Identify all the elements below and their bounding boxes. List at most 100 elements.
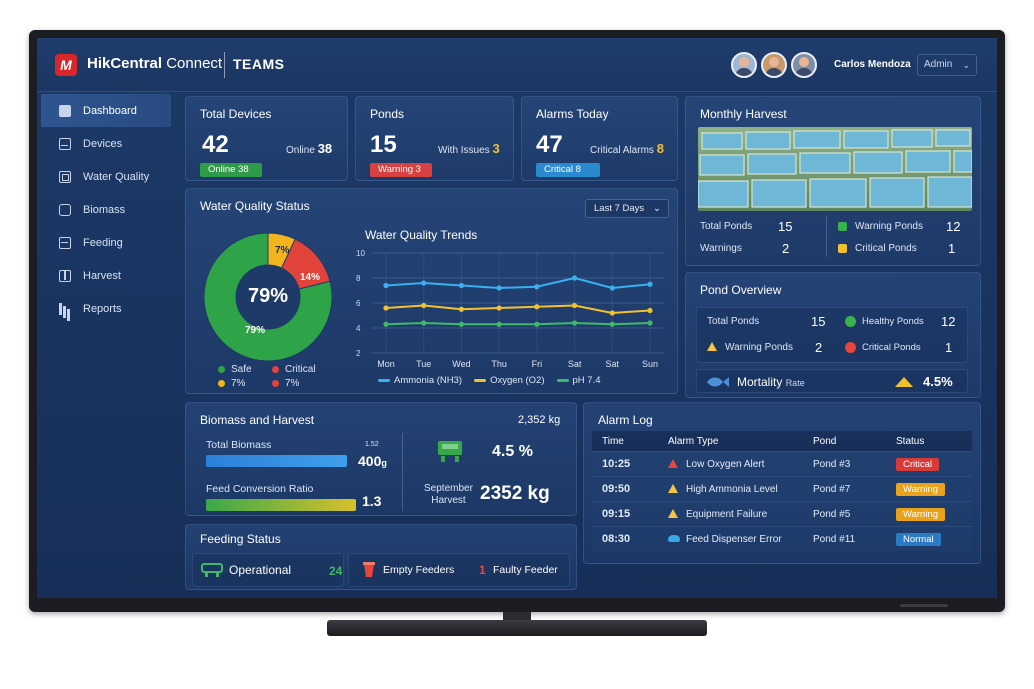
water-quality-donut [203, 232, 333, 362]
sidebar-item-water-quality[interactable]: Water Quality [41, 160, 171, 193]
sidebar-item-biomass[interactable]: Biomass [41, 193, 171, 226]
donut-label-warning: 7% [275, 245, 290, 256]
series-point [383, 321, 389, 327]
table-row[interactable]: 09:50 High Ammonia Level Pond #7 Warning [592, 476, 972, 501]
table-row[interactable]: 08:30 Feed Dispenser Error Pond #11 Norm… [592, 526, 972, 551]
mortality-panel: Mortality Rate 4.5% [696, 369, 968, 393]
y-tick-label: 6 [356, 299, 361, 308]
column-header[interactable]: Time [602, 435, 624, 447]
critical-ponds-label: Critical Ponds [838, 243, 917, 254]
donut-label-safe: 79% [245, 325, 266, 336]
series-point [647, 320, 653, 326]
online-stat: Online 38 [286, 141, 333, 156]
legend-item: 7% [272, 378, 299, 389]
operational-panel: Operational 24 [192, 553, 344, 587]
water-quality-card: Water Quality Status Last 7 Days ⌄ 79% 7… [185, 188, 678, 394]
series-point [421, 302, 427, 309]
legend-item: pH 7.4 [556, 375, 601, 386]
sidebar-item-label: Water Quality [83, 170, 150, 183]
ponds-value: 15 [370, 131, 397, 158]
series-line-1 [385, 276, 651, 290]
alarm-pond: Pond #7 [813, 483, 851, 495]
column-header[interactable]: Alarm Type [668, 435, 719, 447]
status-badge: Warning [896, 507, 946, 521]
card-title: Feeding Status [200, 532, 281, 546]
total-ponds-value: 15 [778, 219, 793, 234]
series-line-2 [385, 304, 651, 315]
legend-item: Ammonia (NH3) [378, 375, 462, 386]
table-header: Time Alarm Type Pond Status [592, 431, 972, 451]
operational-count: 24 [329, 564, 343, 578]
empty-feeder-icon [363, 562, 375, 577]
warning-ponds-label: Warning Ponds [707, 342, 793, 353]
ponds-card[interactable]: Ponds 15 With Issues 3 Warning 3 [355, 96, 514, 181]
alarm-pond: Pond #3 [813, 458, 851, 470]
series-point [496, 305, 502, 311]
alert-circle-icon [845, 342, 856, 353]
harvest-icon [59, 269, 71, 282]
x-tick-label: Sat [568, 359, 582, 369]
alarm-time: 09:15 [602, 508, 631, 520]
healthy-ponds-value: 12 [941, 314, 956, 329]
x-tick-label: Sat [606, 359, 620, 369]
series-point [496, 321, 502, 327]
column-header[interactable]: Status [896, 435, 925, 447]
sidebar-item-dashboard[interactable]: Dashboard [41, 94, 171, 127]
column-header[interactable]: Pond [813, 435, 837, 447]
critical-ponds-value: 1 [948, 241, 956, 256]
monthly-harvest-card: Monthly Harvest Total Ponds 15 Warnings … [685, 96, 981, 266]
x-tick-label: Thu [491, 359, 507, 369]
date-range-select[interactable]: Last 7 Days ⌄ [585, 199, 669, 218]
sidebar-item-label: Devices [83, 137, 123, 150]
y-tick-label: 2 [356, 349, 361, 358]
card-title: Total Devices [200, 107, 272, 121]
table-row[interactable]: 09:15 Equipment Failure Pond #5 Warning [592, 501, 972, 526]
growth-rate: 4.5 % [492, 443, 533, 460]
trend-up-icon [895, 377, 913, 387]
faulty-feeder-count: 1 [479, 563, 486, 577]
alarm-time: 10:25 [602, 458, 631, 470]
faulty-feeder-label: Faulty Feeder [493, 564, 558, 576]
series-point [458, 306, 465, 312]
series-point [571, 320, 578, 326]
warning-icon [707, 342, 717, 351]
alarm-log-card: Alarm Log Time Alarm Type Pond Status 10… [583, 402, 981, 564]
feeder-issues-panel: Empty Feeders 1 Faulty Feeder [348, 553, 570, 587]
series-point [383, 282, 389, 289]
series-point [571, 275, 578, 281]
mortality-value: 4.5% [923, 374, 953, 389]
alarms-today-card[interactable]: Alarms Today 47 Critical Alarms 8 Critic… [521, 96, 678, 181]
series-point [496, 285, 502, 291]
card-title: Ponds [370, 107, 405, 121]
app-logo[interactable]: M [55, 54, 77, 76]
biomass-icon [59, 203, 71, 216]
table-row[interactable]: 10:25 Low Oxygen Alert Pond #3 Critical [592, 451, 972, 476]
sidebar-item-reports[interactable]: Reports [41, 292, 171, 325]
alarm-type: Feed Dispenser Error [668, 534, 813, 545]
alarm-time: 09:50 [602, 483, 631, 495]
total-biomass-label: Total Biomass [206, 439, 272, 451]
avatar[interactable] [791, 52, 817, 78]
divider [402, 433, 403, 511]
sidebar-item-feeding[interactable]: Feeding [41, 226, 171, 259]
sidebar-item-devices[interactable]: Devices [41, 127, 171, 160]
avatar[interactable] [761, 52, 787, 78]
issues-stat: With Issues 3 [438, 141, 500, 156]
team-avatars [731, 52, 817, 78]
series-line-3 [385, 321, 651, 326]
role-dropdown[interactable]: Admin ⌄ [917, 54, 977, 76]
sidebar: Dashboard Devices Water Quality Biomass … [41, 94, 171, 598]
series-point [383, 305, 389, 311]
yellow-square-icon [838, 243, 847, 253]
alarm-status: Critical [896, 457, 972, 471]
avatar[interactable] [731, 52, 757, 78]
total-ponds-label: Total Ponds [707, 316, 760, 327]
series-point [609, 310, 615, 316]
sidebar-item-harvest[interactable]: Harvest [41, 259, 171, 292]
sidebar-item-label: Feeding [83, 236, 123, 249]
alarm-status: Normal [896, 532, 972, 546]
series-point [534, 321, 540, 327]
total-devices-card[interactable]: Total Devices 42 Online 38 Online 38 [185, 96, 348, 181]
pond-stats-panel: Total Ponds 15 Warning Ponds 2 Healthy P… [696, 307, 968, 363]
donut-label-critical: 14% [300, 272, 321, 283]
